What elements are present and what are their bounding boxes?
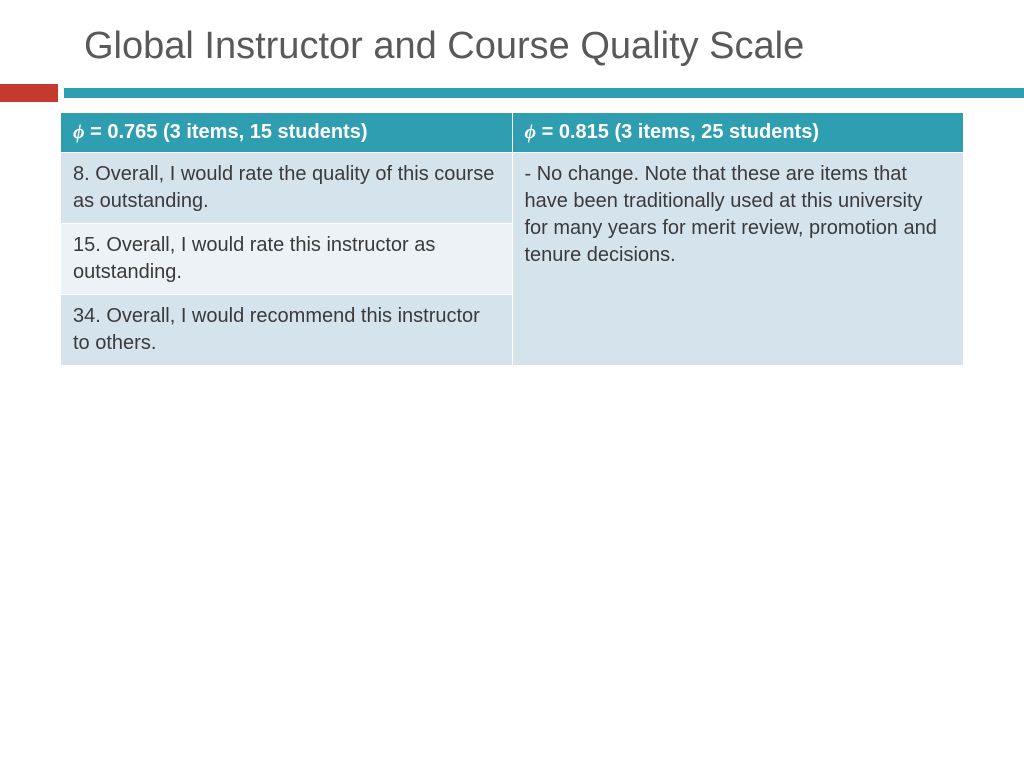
header-detail: (3 items, 15 students): [163, 121, 368, 143]
quality-scale-table: ϕ = 0.765 (3 items, 15 students) ϕ = 0.8…: [60, 112, 964, 366]
phi-symbol: ϕ: [73, 121, 85, 143]
phi-symbol: ϕ: [525, 121, 537, 143]
accent-bar: [64, 88, 1024, 98]
item-cell: 8. Overall, I would rate the quality of …: [61, 152, 513, 223]
phi-value: 0.815: [559, 121, 609, 143]
column-header-left: ϕ = 0.765 (3 items, 15 students): [61, 112, 513, 152]
item-cell: 34. Overall, I would recommend this inst…: [61, 294, 513, 365]
accent-block: [0, 84, 58, 102]
slide: Global Instructor and Course Quality Sca…: [0, 0, 1024, 768]
header-detail: (3 items, 25 students): [615, 121, 820, 143]
item-cell: 15. Overall, I would rate this instructo…: [61, 223, 513, 294]
divider: [0, 84, 1024, 102]
page-title: Global Instructor and Course Quality Sca…: [0, 0, 1024, 78]
content-area: ϕ = 0.765 (3 items, 15 students) ϕ = 0.8…: [0, 102, 1024, 366]
column-header-right: ϕ = 0.815 (3 items, 25 students): [512, 112, 964, 152]
phi-value: 0.765: [107, 121, 157, 143]
note-cell: - No change. Note that these are items t…: [512, 152, 964, 365]
